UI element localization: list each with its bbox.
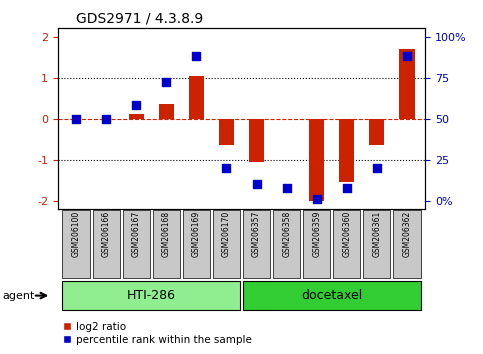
FancyBboxPatch shape bbox=[153, 210, 180, 278]
Text: GSM206170: GSM206170 bbox=[222, 211, 231, 257]
Text: GSM206360: GSM206360 bbox=[342, 211, 351, 257]
Bar bbox=[249, 119, 264, 162]
FancyBboxPatch shape bbox=[183, 210, 210, 278]
FancyBboxPatch shape bbox=[333, 210, 360, 278]
Point bbox=[283, 185, 290, 190]
Text: GSM206357: GSM206357 bbox=[252, 211, 261, 257]
Bar bbox=[309, 119, 324, 201]
Point bbox=[162, 80, 170, 85]
Point bbox=[72, 116, 80, 121]
FancyBboxPatch shape bbox=[303, 210, 330, 278]
Text: GSM206169: GSM206169 bbox=[192, 211, 201, 257]
Legend: log2 ratio, percentile rank within the sample: log2 ratio, percentile rank within the s… bbox=[63, 322, 252, 345]
Text: GSM206168: GSM206168 bbox=[162, 211, 171, 257]
FancyBboxPatch shape bbox=[243, 210, 270, 278]
FancyBboxPatch shape bbox=[123, 210, 150, 278]
Text: GDS2971 / 4.3.8.9: GDS2971 / 4.3.8.9 bbox=[76, 12, 203, 26]
Text: GSM206166: GSM206166 bbox=[101, 211, 111, 257]
Bar bbox=[339, 119, 355, 182]
Bar bbox=[189, 75, 204, 119]
Bar bbox=[128, 114, 144, 119]
FancyBboxPatch shape bbox=[394, 210, 421, 278]
FancyBboxPatch shape bbox=[213, 210, 240, 278]
Text: GSM206167: GSM206167 bbox=[132, 211, 141, 257]
Text: docetaxel: docetaxel bbox=[301, 289, 362, 302]
Point bbox=[403, 53, 411, 59]
FancyBboxPatch shape bbox=[93, 210, 120, 278]
Text: GSM206362: GSM206362 bbox=[402, 211, 412, 257]
Text: GSM206358: GSM206358 bbox=[282, 211, 291, 257]
FancyBboxPatch shape bbox=[62, 281, 240, 310]
Point bbox=[102, 116, 110, 121]
Point bbox=[343, 185, 351, 190]
FancyBboxPatch shape bbox=[62, 210, 89, 278]
Text: agent: agent bbox=[2, 291, 35, 301]
Bar bbox=[399, 49, 414, 119]
Text: GSM206361: GSM206361 bbox=[372, 211, 382, 257]
Bar bbox=[159, 104, 174, 119]
Bar bbox=[219, 119, 234, 145]
Point bbox=[373, 165, 381, 171]
Text: GSM206359: GSM206359 bbox=[312, 211, 321, 257]
Point bbox=[193, 53, 200, 59]
Point bbox=[313, 196, 321, 202]
Point bbox=[132, 103, 140, 108]
Text: GSM206100: GSM206100 bbox=[71, 211, 81, 257]
Point bbox=[253, 181, 260, 187]
Point bbox=[223, 165, 230, 171]
FancyBboxPatch shape bbox=[273, 210, 300, 278]
FancyBboxPatch shape bbox=[363, 210, 390, 278]
FancyBboxPatch shape bbox=[243, 281, 421, 310]
Bar bbox=[369, 119, 384, 145]
Text: HTI-286: HTI-286 bbox=[127, 289, 176, 302]
